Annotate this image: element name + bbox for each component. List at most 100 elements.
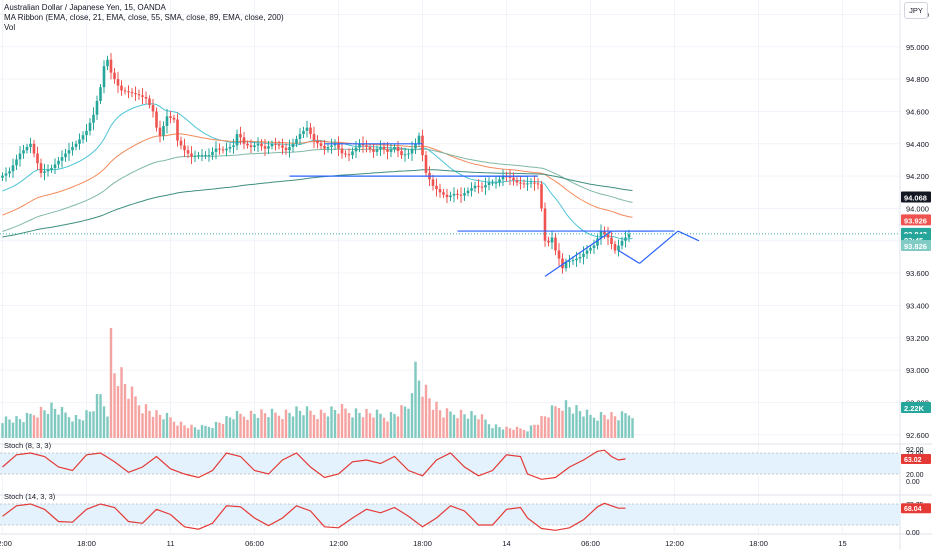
candle-body	[109, 59, 113, 73]
candle-body	[554, 237, 557, 251]
volume-bar	[606, 419, 610, 438]
volume-bar	[617, 420, 620, 438]
volume-bar	[533, 424, 536, 438]
candle-body	[575, 258, 578, 261]
currency-button[interactable]: JPY	[904, 2, 928, 19]
volume-bar	[211, 428, 214, 438]
candle-body	[74, 143, 78, 148]
candle-body	[617, 245, 620, 251]
volume-bar	[270, 408, 274, 438]
candle-body	[498, 179, 501, 183]
volume-bar	[81, 420, 85, 438]
candle-body	[263, 146, 267, 149]
candle-body	[225, 148, 228, 151]
candle-body	[564, 261, 568, 269]
candle-body	[22, 150, 25, 154]
candle-body	[431, 179, 435, 186]
price-tag-94068-bg	[901, 191, 931, 203]
x-tick-label: 06:00	[245, 539, 264, 548]
y-tick-label: 92.600	[906, 431, 929, 440]
volume-bar	[368, 413, 372, 438]
volume-bar	[452, 414, 456, 438]
volume-bar	[592, 417, 596, 438]
symbol-title[interactable]: Australian Dollar / Japanese Yen, 15, OA…	[4, 3, 166, 12]
candle-body	[218, 148, 221, 150]
volume-bar	[172, 421, 176, 438]
volume-bar	[99, 394, 102, 438]
stoch-14-label[interactable]: Stoch (14, 3, 3)	[4, 492, 56, 501]
stoch-14-tick: 0.00	[906, 530, 920, 537]
volume-bar	[466, 418, 470, 438]
stoch-8-tick: 92.00	[906, 447, 924, 454]
candle-body	[410, 148, 414, 154]
volume-bar	[536, 424, 540, 438]
volume-bar	[312, 414, 316, 438]
candle-body	[78, 139, 81, 144]
candle-body	[113, 72, 116, 80]
volume-bar	[365, 408, 368, 438]
candle-body	[375, 149, 379, 152]
candle-body	[193, 155, 197, 157]
candle-body	[456, 193, 459, 195]
volume-label[interactable]: Vol	[4, 23, 16, 32]
volume-bar	[459, 409, 463, 438]
volume-bar	[421, 396, 424, 438]
volume-bar	[57, 414, 60, 438]
candle-body	[1, 175, 4, 178]
price-axis[interactable]: 95.20095.00094.80094.60094.40094.20094.0…	[901, 10, 931, 537]
stoch-8-tick: 20.00	[906, 472, 924, 479]
candle-body	[613, 244, 617, 251]
candle-body	[36, 153, 39, 164]
x-tick-label: 12:00	[0, 539, 12, 548]
candle-body	[99, 87, 102, 101]
candle-body	[197, 155, 200, 157]
time-axis[interactable]: 12:00 18:00 11 06:00 12:00 18:00 14 06:00 12:00 1…	[0, 539, 847, 548]
volume-bar	[204, 425, 207, 438]
candle-body	[323, 145, 326, 149]
candle-body	[592, 245, 596, 249]
volume-bar	[319, 409, 323, 438]
volume-bar	[599, 411, 603, 438]
x-tick-label: 15	[838, 539, 846, 548]
volume-bar	[400, 405, 403, 438]
candle-body	[221, 149, 225, 151]
volume-bar	[522, 429, 526, 438]
candle-body	[137, 94, 141, 96]
candle-body	[232, 145, 235, 148]
volume-bar	[25, 412, 29, 438]
ma-ribbon-label[interactable]: MA Ribbon (EMA, close, 21, EMA, close, 5…	[4, 13, 284, 22]
volume-bar	[18, 419, 22, 438]
candle-body	[536, 183, 540, 185]
candlestick-series[interactable]	[1, 53, 631, 274]
volume-bar	[438, 410, 442, 438]
price-tag-93826-bg	[901, 239, 931, 251]
candle-body	[4, 173, 8, 176]
volume-bar	[603, 415, 606, 438]
price-tag-93926: 93.926	[904, 216, 927, 225]
candle-body	[53, 164, 57, 169]
candle-body	[333, 143, 337, 146]
x-tick-label: 18:00	[77, 539, 96, 548]
volume-bar	[29, 413, 32, 438]
volume-bar	[183, 425, 186, 438]
candle-body	[529, 182, 533, 184]
volume-bar	[620, 411, 624, 438]
volume-bar	[410, 393, 414, 438]
x-tick-label: 14	[502, 539, 510, 548]
stoch-14-band	[0, 504, 900, 525]
stoch-8-label[interactable]: Stoch (8, 3, 3)	[4, 441, 52, 450]
candle-body	[67, 150, 71, 154]
candle-body	[85, 130, 88, 136]
volume-bar	[218, 422, 221, 438]
volume-bar	[361, 417, 365, 438]
volume-bar	[519, 428, 522, 438]
candle-body	[435, 185, 438, 190]
trend-drawings[interactable]	[0, 143, 900, 277]
volume-bar	[477, 419, 480, 438]
x-tick-label: 06:00	[581, 539, 600, 548]
candle-body	[347, 154, 351, 156]
candle-body	[533, 182, 536, 184]
channel-lower-line	[544, 230, 612, 277]
volume-bar	[165, 412, 169, 438]
